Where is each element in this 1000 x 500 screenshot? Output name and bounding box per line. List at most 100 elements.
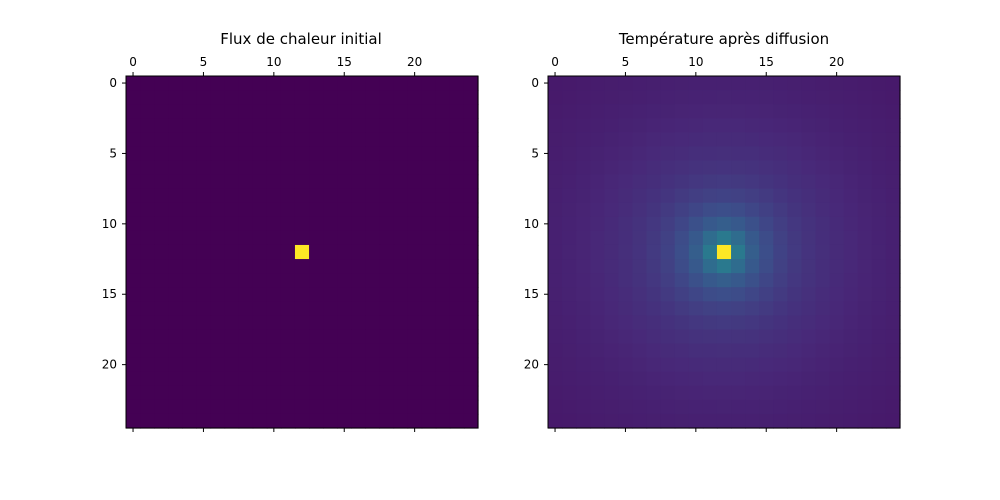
heatmap-cell [196, 273, 212, 288]
heatmap-cell [773, 413, 788, 429]
heatmap-cell [745, 315, 760, 331]
heatmap-cell [351, 76, 366, 91]
heatmap-cell [379, 90, 395, 105]
heatmap-cell [323, 188, 338, 204]
heatmap-cell [716, 118, 732, 133]
heatmap-cell [393, 230, 409, 246]
heatmap-cell [871, 413, 887, 429]
heatmap-cell [463, 146, 479, 162]
heatmap-cell [548, 315, 563, 331]
heatmap-cell [210, 301, 226, 316]
heatmap-cell [688, 230, 704, 246]
heatmap-cell [280, 188, 296, 204]
heatmap-cell [154, 357, 169, 373]
heatmap-cell [210, 315, 226, 331]
heatmap-cell [379, 160, 395, 176]
heatmap-cell [731, 202, 746, 218]
heatmap-cell [843, 273, 859, 288]
heatmap-cell [562, 146, 577, 162]
heatmap-cell [252, 118, 268, 133]
heatmap-cell [702, 202, 718, 218]
heatmap-cell [632, 329, 648, 345]
heatmap-cell [463, 132, 479, 147]
heatmap-cell [702, 90, 718, 105]
heatmap-cell [210, 385, 226, 401]
heatmap-cell [702, 357, 718, 373]
heatmap-cell [168, 371, 183, 387]
heatmap-cell [337, 244, 352, 260]
y-tick-label: 15 [524, 287, 539, 301]
heatmap-cell [196, 385, 212, 401]
panel-initial-heat-flux: Flux de chaleur initial 0 5 10 15 20 0 5 10 15 2… [102, 30, 479, 432]
heatmap-cell [266, 385, 282, 401]
heatmap-cell [224, 104, 240, 119]
heatmap-cell [745, 188, 760, 204]
heatmap-cell [604, 160, 619, 176]
heatmap-cell [885, 273, 901, 288]
heatmap-cell [885, 371, 901, 387]
heatmap-cell [238, 160, 254, 176]
heatmap-cell [252, 104, 268, 119]
heatmap-cell [182, 202, 197, 218]
heatmap-cell [182, 146, 197, 162]
heatmap-cell [238, 244, 254, 260]
heatmap-cell [688, 146, 704, 162]
heatmap-cell [182, 90, 197, 105]
heatmap-cell [801, 385, 817, 401]
heatmap-cell [280, 90, 296, 105]
heatmap-cell [660, 259, 676, 274]
heatmap-cell [604, 104, 619, 119]
heatmap-cell [182, 104, 197, 119]
heatmap-cell [787, 160, 803, 176]
heatmap-cell [731, 259, 746, 274]
heatmap-cell [196, 244, 212, 260]
heatmap-cell [632, 202, 648, 218]
heatmap-cell [323, 146, 338, 162]
heatmap-cell [309, 188, 324, 204]
heatmap-cell [266, 202, 282, 218]
heatmap-cell [646, 216, 662, 232]
heatmap-cell [393, 104, 409, 119]
heatmap-cell [154, 104, 169, 119]
heatmap-cell [646, 244, 662, 260]
heatmap-cell [407, 315, 423, 331]
heatmap-cell [351, 202, 366, 218]
heatmap-cell [548, 160, 563, 176]
heatmap-cell [745, 399, 760, 415]
x-tick-label: 20 [407, 55, 422, 69]
heatmap-cell [196, 343, 212, 359]
heatmap-cell [351, 273, 366, 288]
heatmap-cell [702, 385, 718, 401]
heatmap-cell [351, 259, 366, 274]
heatmap-cell [421, 118, 437, 133]
heatmap-cell [224, 244, 240, 260]
heatmap-cell [266, 188, 282, 204]
heatmap-cell [365, 202, 381, 218]
heatmap-cell [815, 174, 831, 190]
heatmap-cell [702, 413, 718, 429]
heatmap-cell [801, 413, 817, 429]
heatmap-cell [168, 160, 183, 176]
heatmap-cell [224, 216, 240, 232]
heatmap-cell [871, 188, 887, 204]
heatmap-cell [815, 76, 831, 91]
heatmap-cell [716, 202, 732, 218]
heatmap-cell [393, 273, 409, 288]
heatmap-cell [618, 104, 634, 119]
heatmap-cell [773, 146, 788, 162]
heatmap-cell [449, 160, 465, 176]
heatmap-cell [716, 244, 732, 260]
heatmap-cell [365, 357, 381, 373]
heatmap-cell [280, 244, 296, 260]
heatmap-cell [140, 399, 155, 415]
heatmap-cell [660, 315, 676, 331]
heatmap-cell [337, 301, 352, 316]
heatmap-cell [351, 160, 366, 176]
heatmap-cell [323, 174, 338, 190]
heatmap-cell [562, 230, 577, 246]
heatmap-cell [562, 90, 577, 105]
heatmap-cell [337, 357, 352, 373]
heatmap-cell [857, 244, 873, 260]
heatmap-cell [126, 343, 141, 359]
heatmap-cell [632, 259, 648, 274]
